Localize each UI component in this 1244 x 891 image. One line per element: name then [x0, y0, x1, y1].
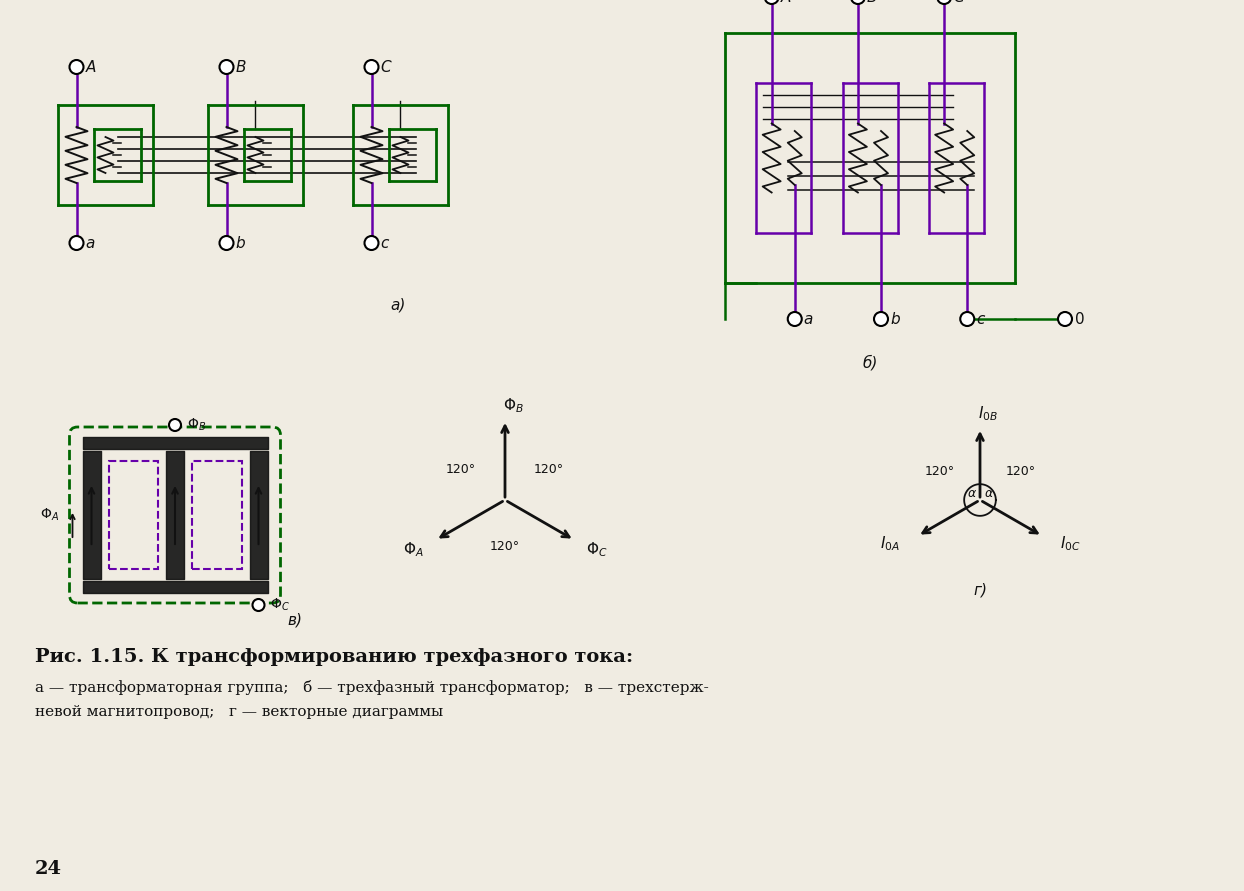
Text: $\Phi_B$: $\Phi_B$ [187, 417, 207, 433]
Text: c: c [381, 235, 389, 250]
Circle shape [851, 0, 865, 4]
Circle shape [364, 236, 378, 250]
Text: c: c [977, 312, 984, 326]
Text: 24: 24 [35, 860, 62, 878]
Text: C: C [953, 0, 964, 4]
Text: B: B [235, 60, 246, 75]
Text: 120°: 120° [490, 540, 520, 553]
Text: A: A [781, 0, 791, 4]
Text: $I_{0C}$: $I_{0C}$ [1060, 535, 1081, 553]
Text: а): а) [391, 298, 406, 313]
Text: 120°: 120° [1005, 465, 1035, 478]
Text: $\Phi_A$: $\Phi_A$ [40, 507, 58, 523]
Text: b: b [235, 235, 245, 250]
Circle shape [960, 312, 974, 326]
Text: б): б) [862, 356, 878, 371]
Text: в): в) [287, 612, 302, 627]
Text: α: α [967, 487, 975, 500]
Text: 0: 0 [1075, 312, 1085, 326]
Text: 120°: 120° [924, 465, 954, 478]
Text: C: C [381, 60, 391, 75]
Text: $I_{0B}$: $I_{0B}$ [978, 405, 998, 423]
Circle shape [765, 0, 779, 4]
Text: а — трансформаторная группа;   б — трехфазный трансформатор;   в — трехстерж-: а — трансформаторная группа; б — трехфаз… [35, 680, 709, 695]
Circle shape [253, 599, 265, 611]
Text: $\Phi_A$: $\Phi_A$ [403, 541, 424, 560]
Circle shape [219, 236, 234, 250]
Text: г): г) [973, 583, 986, 598]
Circle shape [937, 0, 952, 4]
Text: Рис. 1.15. К трансформированию трехфазного тока:: Рис. 1.15. К трансформированию трехфазно… [35, 648, 633, 666]
Text: α: α [984, 487, 993, 500]
Circle shape [1057, 312, 1072, 326]
Circle shape [70, 60, 83, 74]
Circle shape [875, 312, 888, 326]
Circle shape [787, 312, 801, 326]
Circle shape [70, 236, 83, 250]
Text: a: a [804, 312, 814, 326]
Text: 120°: 120° [534, 462, 564, 476]
Text: A: A [86, 60, 96, 75]
Text: B: B [867, 0, 877, 4]
Text: $\Phi_C$: $\Phi_C$ [270, 597, 290, 613]
Text: $\Phi_B$: $\Phi_B$ [503, 396, 524, 415]
Text: 120°: 120° [445, 462, 476, 476]
Text: невой магнитопровод;   г — векторные диаграммы: невой магнитопровод; г — векторные диагр… [35, 705, 443, 719]
Text: b: b [889, 312, 899, 326]
Circle shape [364, 60, 378, 74]
Text: a: a [86, 235, 95, 250]
Text: $I_{0A}$: $I_{0A}$ [880, 535, 899, 553]
Text: $\Phi_C$: $\Phi_C$ [586, 541, 607, 560]
Circle shape [219, 60, 234, 74]
Circle shape [169, 419, 180, 431]
